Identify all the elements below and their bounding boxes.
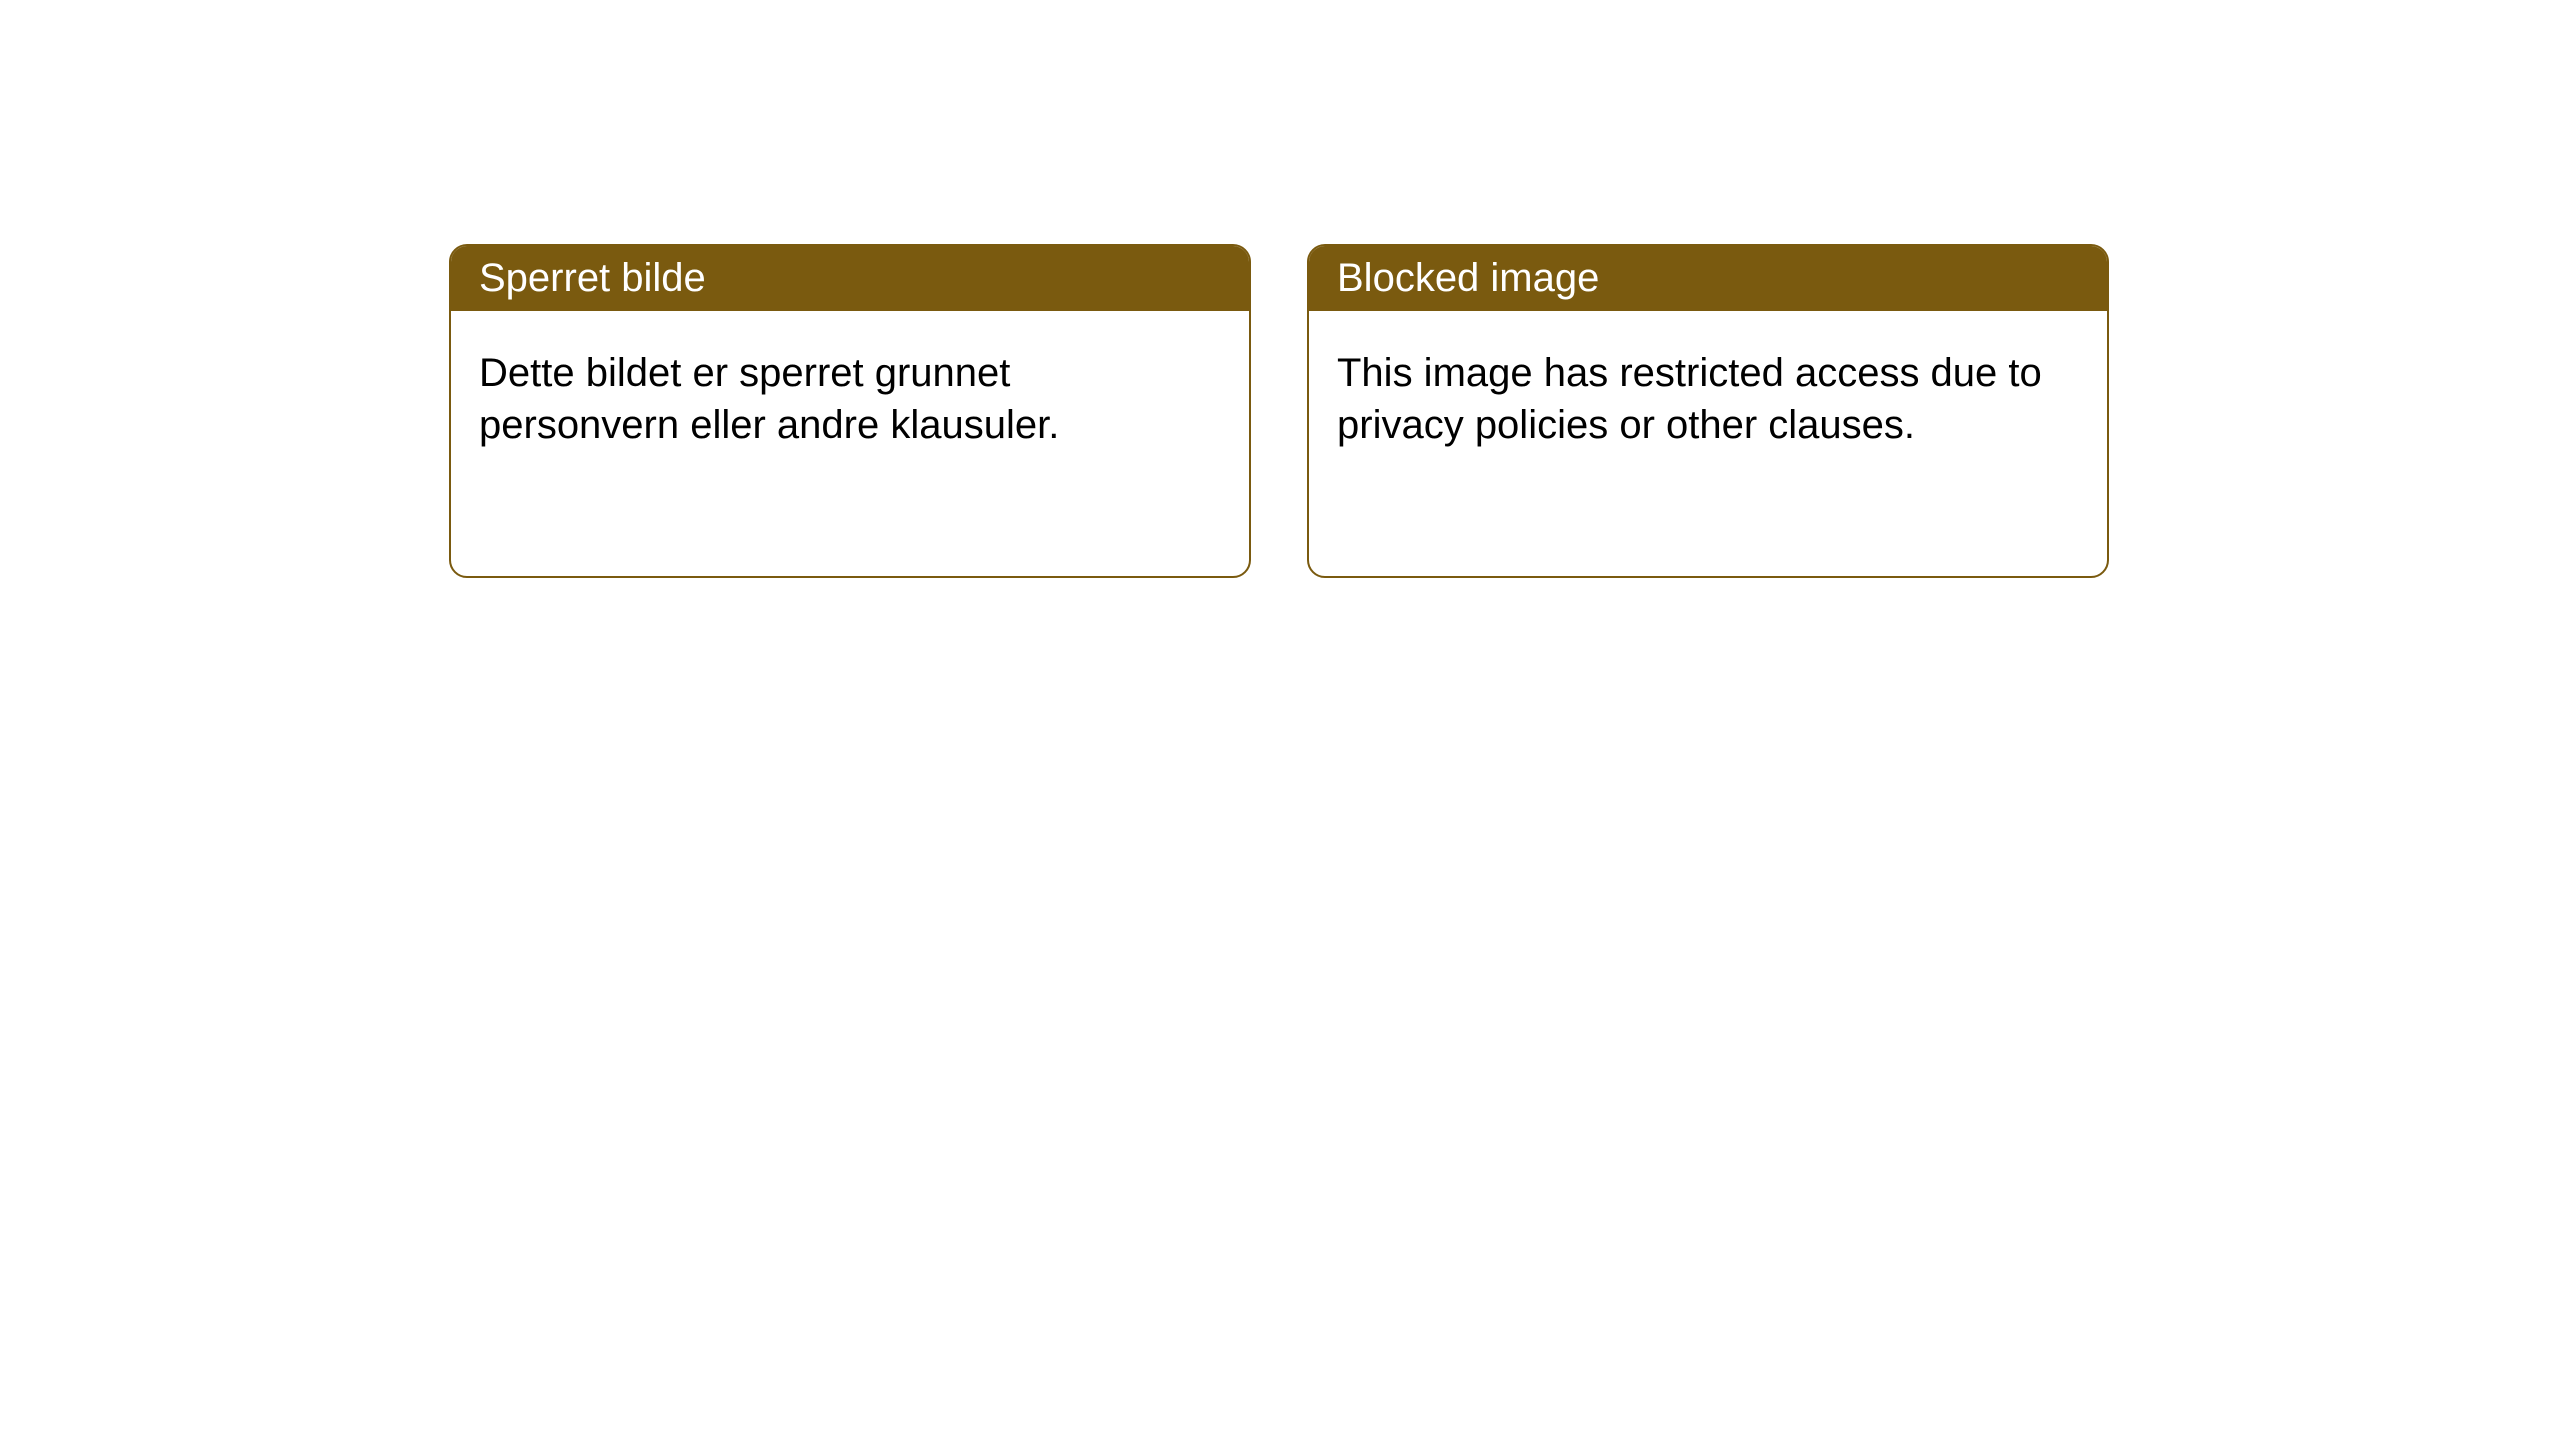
notice-cards-row: Sperret bilde Dette bildet er sperret gr… — [0, 0, 2560, 578]
card-body-norwegian: Dette bildet er sperret grunnet personve… — [451, 311, 1249, 487]
card-english: Blocked image This image has restricted … — [1307, 244, 2109, 578]
card-header-english: Blocked image — [1309, 246, 2107, 311]
card-body-english: This image has restricted access due to … — [1309, 311, 2107, 487]
card-norwegian: Sperret bilde Dette bildet er sperret gr… — [449, 244, 1251, 578]
card-header-norwegian: Sperret bilde — [451, 246, 1249, 311]
